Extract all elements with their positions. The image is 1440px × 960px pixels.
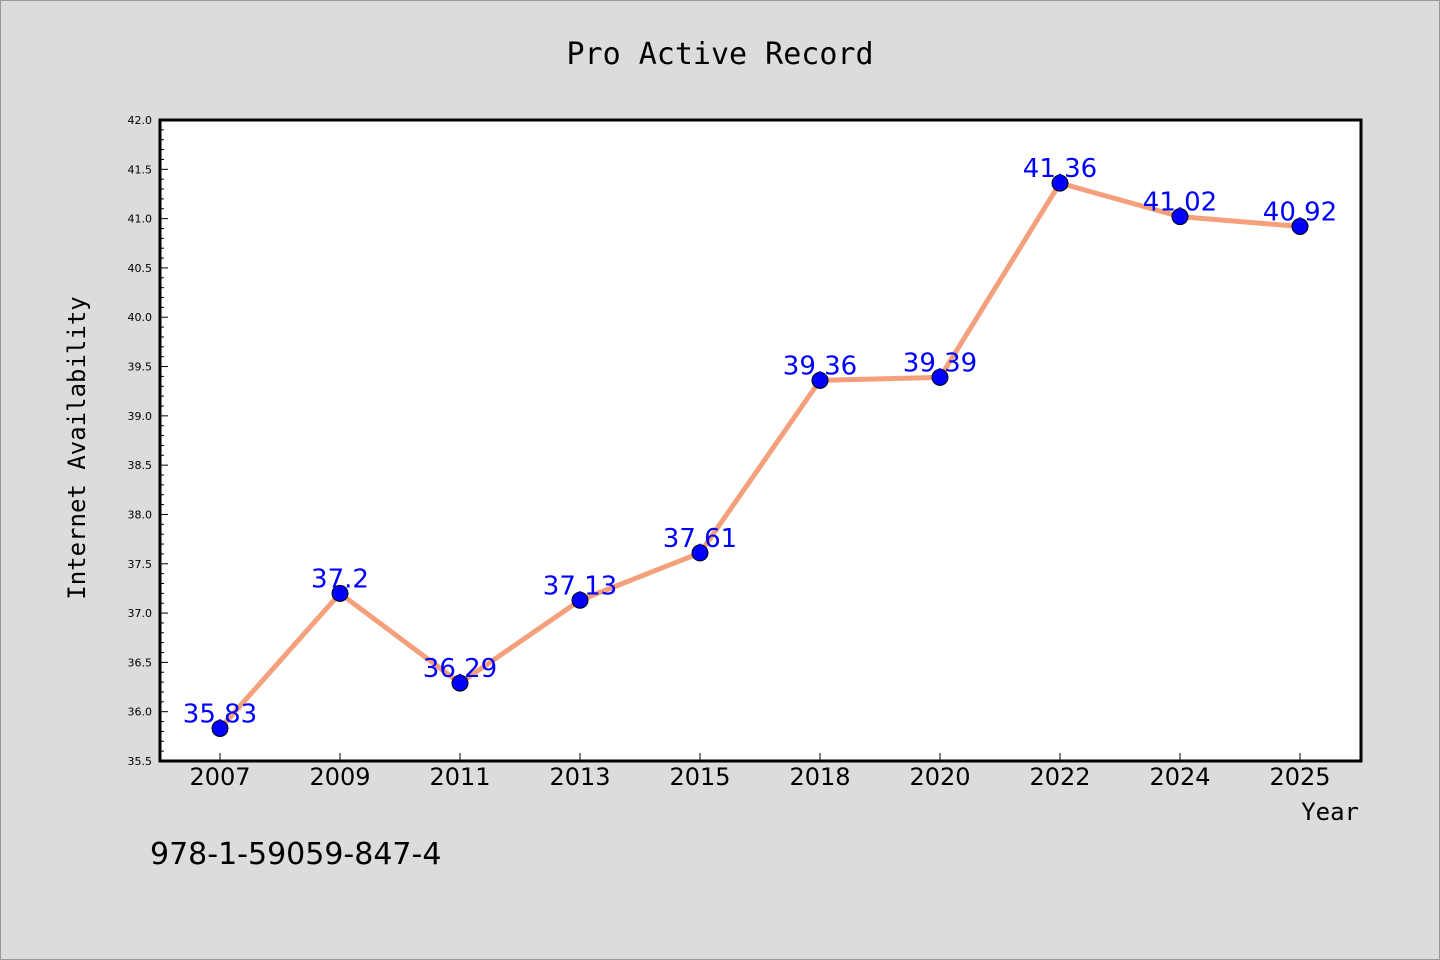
x-tick-label: 2025: [1269, 763, 1330, 791]
data-label: 37.2: [311, 564, 369, 594]
y-tick-label: 42.0: [128, 114, 153, 127]
y-tick-label: 36.5: [128, 656, 153, 669]
x-tick-label: 2018: [789, 763, 850, 791]
data-label-layer: 35.83 37.2 36.29 37.13 37.61 39.36 39.39 41.36 4…: [183, 154, 1337, 729]
y-tick-label: 38.0: [128, 508, 153, 521]
data-point-marker: [1171, 208, 1189, 226]
footer-isbn-text: 978-1-59059-847-4: [150, 837, 441, 872]
data-point-marker: [1291, 218, 1309, 236]
data-point-marker: [571, 591, 589, 609]
x-tick-label: 2007: [189, 763, 250, 791]
y-axis-label: Internet Availability: [63, 296, 91, 599]
y-tick-label: 35.5: [128, 755, 153, 768]
data-point-marker: [931, 368, 949, 386]
data-label: 41.02: [1143, 188, 1217, 218]
chart-title: Pro Active Record: [566, 37, 873, 72]
data-point-marker: [1051, 174, 1069, 192]
data-point-marker: [451, 674, 469, 692]
series-line: [217, 180, 1303, 731]
y-tick-label: 36.0: [128, 706, 153, 719]
x-tick-label: 2024: [1149, 763, 1210, 791]
data-label: 39.39: [903, 348, 977, 378]
series-layer: [211, 174, 1309, 737]
data-point-marker: [211, 719, 229, 737]
data-label: 40.92: [1263, 198, 1337, 228]
data-label: 36.29: [423, 654, 497, 684]
data-point-marker: [811, 371, 829, 389]
data-label: 37.61: [663, 524, 737, 554]
y-tick-label: 39.0: [128, 410, 153, 423]
data-label: 39.36: [783, 351, 857, 381]
x-axis-label: Year: [1301, 798, 1359, 826]
plot-border: [158, 118, 1363, 763]
y-tick-label: 38.5: [128, 459, 153, 472]
x-tick-label: 2011: [429, 763, 490, 791]
data-label: 37.13: [543, 571, 617, 601]
data-label: 35.83: [183, 699, 257, 729]
y-tick-label: 40.5: [128, 262, 153, 275]
y-tick-label: 40.0: [128, 311, 153, 324]
x-tick-label: 2013: [549, 763, 610, 791]
x-tick-label: 2022: [1029, 763, 1090, 791]
x-tick-label: 2020: [909, 763, 970, 791]
data-point-marker: [691, 544, 709, 562]
data-point-marker: [331, 584, 349, 602]
y-tick-label: 37.5: [128, 558, 153, 571]
x-axis: 2007 2009 2011 2013 2015 2018 2020 2022 2024 2025: [189, 753, 1331, 791]
x-tick-label: 2015: [669, 763, 730, 791]
x-tick-label: 2009: [309, 763, 370, 791]
y-tick-label: 37.0: [128, 607, 153, 620]
data-label: 41.36: [1023, 154, 1097, 184]
y-tick-label: 41.5: [128, 163, 153, 176]
y-tick-label: 41.0: [128, 213, 153, 226]
y-tick-label: 39.5: [128, 361, 153, 374]
plot-area: [160, 120, 1361, 761]
